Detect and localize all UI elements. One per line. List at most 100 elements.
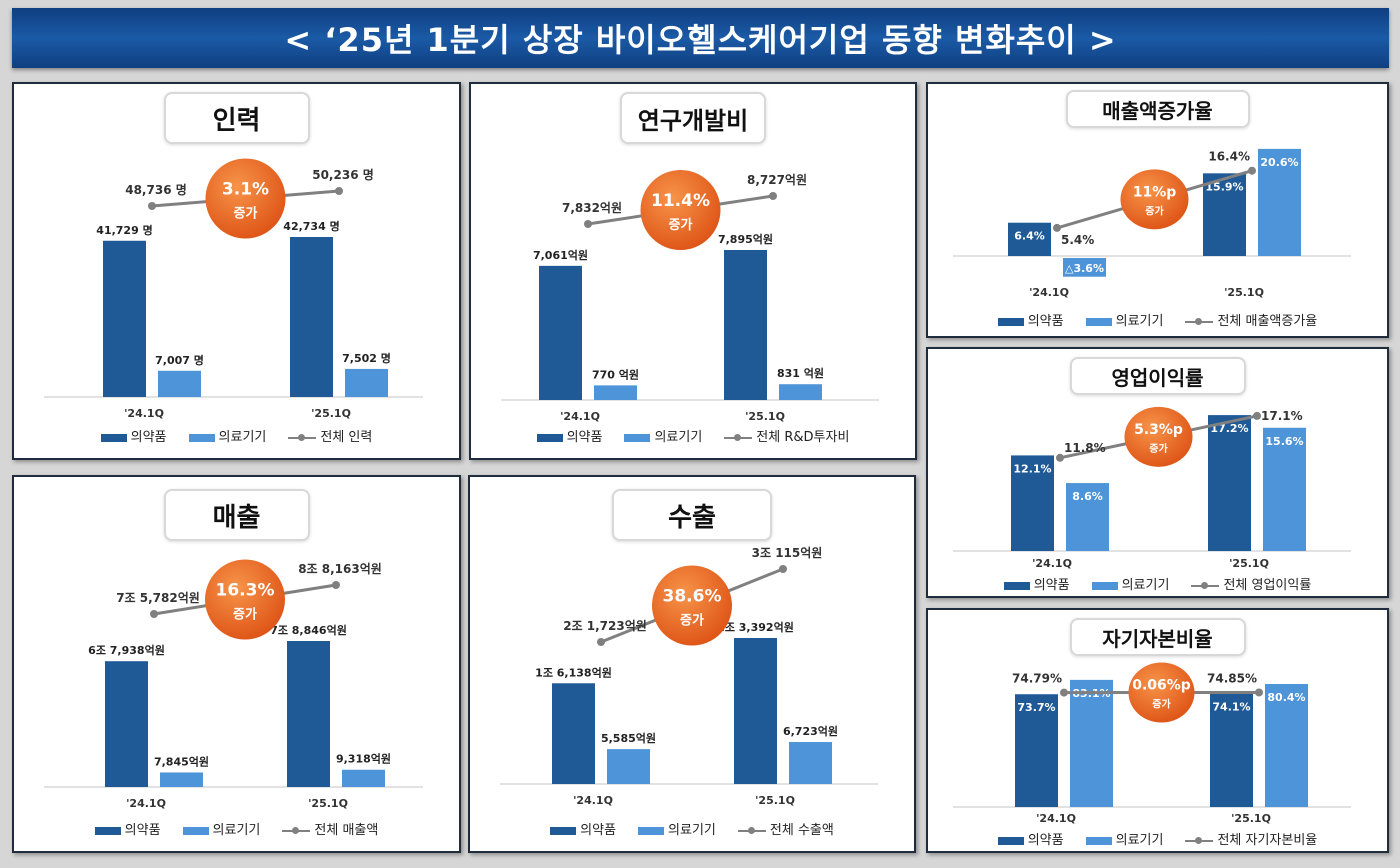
legend-item: 의약품 xyxy=(536,430,602,445)
legend-label: 의료기기 xyxy=(1115,833,1164,848)
x-tick-label: '24.1Q xyxy=(573,794,613,807)
growth-badge xyxy=(1124,406,1193,467)
growth-badge-text: 증가 xyxy=(234,207,258,222)
total-line-label: 2조 1,723억원 xyxy=(563,619,647,633)
legend-label: 전체 영업이익률 xyxy=(1223,578,1312,593)
total-line-label: 8,727억원 xyxy=(747,173,807,187)
bar-pharma xyxy=(1210,693,1253,807)
legend-label: 전체 인력 xyxy=(320,430,373,445)
legend-item: 전체 R&D투자비 xyxy=(724,430,849,445)
legend-swatch xyxy=(638,826,665,835)
bar-value-label: 7조 8,846억원 xyxy=(270,623,347,637)
chart-plot: 6.4% △3.6% '24.1Q 15.9% 20.6% '25.1Q 5.4% 16.4%… xyxy=(953,148,1351,299)
legend-label: 전체 매출액 xyxy=(314,823,379,838)
chart-title: 연구개발비 xyxy=(620,92,766,144)
growth-badge-value: 5.3%p xyxy=(1134,422,1183,438)
legend-line-swatch xyxy=(282,826,311,834)
bar-value-label: 2조 3,392억원 xyxy=(717,620,794,634)
legend-line-swatch xyxy=(1185,317,1214,325)
bar-value-label: 8.6% xyxy=(1072,490,1103,503)
legend-swatch xyxy=(1003,581,1030,590)
legend-item: 의약품 xyxy=(997,314,1064,329)
chart-title: 수출 xyxy=(612,489,772,541)
legend-swatch xyxy=(188,433,215,442)
x-tick-label: '25.1Q xyxy=(755,794,795,807)
legend-line-swatch xyxy=(724,433,753,441)
x-tick-label: '25.1Q xyxy=(311,407,351,420)
chart-title: 인력 xyxy=(163,92,310,144)
chart-plot: 73.7%83.1%'24.1Q74.1%80.4%'25.1Q74.79%74… xyxy=(953,662,1351,825)
legend-item: 의약품 xyxy=(100,430,167,445)
total-line-point xyxy=(1056,453,1064,462)
bar-value-label: 73.7% xyxy=(1017,701,1055,714)
legend-item: 의약품 xyxy=(1003,578,1070,593)
legend-item: 전체 매출액증가율 xyxy=(1185,314,1317,329)
growth-badge-text: 증가 xyxy=(1145,204,1164,217)
legend-label: 의료기기 xyxy=(218,430,267,445)
bar-pharma xyxy=(1008,222,1051,256)
x-tick-label: '24.1Q xyxy=(1036,812,1076,825)
legend-label: 전체 매출액증가율 xyxy=(1217,314,1318,329)
legend: 의약품 의료기기 전체 수출액 xyxy=(470,823,914,838)
bar-value-label: 15.6% xyxy=(1265,435,1303,448)
legend-label: 의료기기 xyxy=(212,823,261,838)
total-line-point xyxy=(597,638,605,646)
legend-swatch xyxy=(1085,836,1112,845)
bar-pharma xyxy=(103,240,146,397)
chart-panel-1: 인력 41,729 명 7,007 명 '24.1Q 42,734 명 7,502 명 '2… xyxy=(12,82,461,460)
bar-device xyxy=(779,384,822,400)
bar-pharma xyxy=(287,641,330,787)
chart-panel-7: 자기자본비율73.7%83.1%'24.1Q74.1%80.4%'25.1Q74… xyxy=(926,608,1389,853)
legend-item: 의료기기 xyxy=(624,430,702,445)
bar-pharma xyxy=(1015,694,1058,807)
legend-swatch xyxy=(1091,581,1118,590)
bar-pharma xyxy=(552,683,595,784)
legend-item: 전체 인력 xyxy=(288,430,372,445)
legend: 의약품 의료기기 전체 R&D투자비 xyxy=(471,430,915,445)
bar-value-label: 42,734 명 xyxy=(283,219,339,233)
legend-swatch xyxy=(94,826,121,835)
legend-label: 의약품 xyxy=(580,823,617,838)
legend-label: 의료기기 xyxy=(1115,314,1164,329)
growth-badge-value: 11%p xyxy=(1133,184,1177,200)
legend: 의약품 의료기기 전체 자기자본비율 xyxy=(928,833,1387,848)
bar-device xyxy=(1258,148,1301,256)
bar-device xyxy=(1265,683,1308,807)
bar-device xyxy=(158,370,201,397)
legend-label: 의약품 xyxy=(1027,833,1064,848)
bar-value-label: 15.9% xyxy=(1205,180,1243,193)
growth-badge-text: 증가 xyxy=(1149,442,1168,455)
total-line-point xyxy=(769,192,777,200)
growth-badge-value: 38.6% xyxy=(663,587,722,607)
legend-label: 의료기기 xyxy=(1121,578,1170,593)
growth-badge-text: 증가 xyxy=(680,614,704,629)
bar-device xyxy=(1063,258,1106,277)
bar-pharma xyxy=(1203,173,1246,256)
chart-panel-2: 연구개발비 7,061억원 770 억원 '24.1Q 7,895억원 831 억원 '25… xyxy=(469,82,917,460)
legend-item: 전체 자기자본비율 xyxy=(1185,833,1317,848)
bar-pharma xyxy=(290,237,333,397)
legend: 의약품 의료기기 전체 매출액 xyxy=(14,823,459,838)
bar-device xyxy=(345,368,388,397)
legend-item: 전체 매출액 xyxy=(282,823,378,838)
legend-label: 의약품 xyxy=(130,430,167,445)
bar-pharma xyxy=(105,661,148,787)
total-line-label: 7,832억원 xyxy=(562,201,622,215)
bar-value-label: 17.2% xyxy=(1210,422,1248,435)
x-tick-label: '25.1Q xyxy=(308,797,348,810)
bar-value-label: 7,061억원 xyxy=(533,248,588,262)
total-line-label: 74.85% xyxy=(1207,671,1257,685)
total-line-label: 74.79% xyxy=(1012,672,1062,686)
legend-line-swatch xyxy=(288,433,317,441)
legend-swatch xyxy=(997,317,1024,326)
legend-item: 의약품 xyxy=(94,823,161,838)
total-line-label: 11.8% xyxy=(1064,441,1106,455)
bar-device xyxy=(1070,679,1113,807)
bar-pharma xyxy=(1011,455,1054,551)
bar-value-label: 7,007 명 xyxy=(155,353,204,367)
bar-device xyxy=(607,749,650,784)
bar-device xyxy=(160,772,203,787)
bar-value-label: 7,845억원 xyxy=(154,754,209,768)
x-tick-label: '24.1Q xyxy=(1029,286,1069,299)
chart-title: 매출액증가율 xyxy=(1065,90,1250,128)
